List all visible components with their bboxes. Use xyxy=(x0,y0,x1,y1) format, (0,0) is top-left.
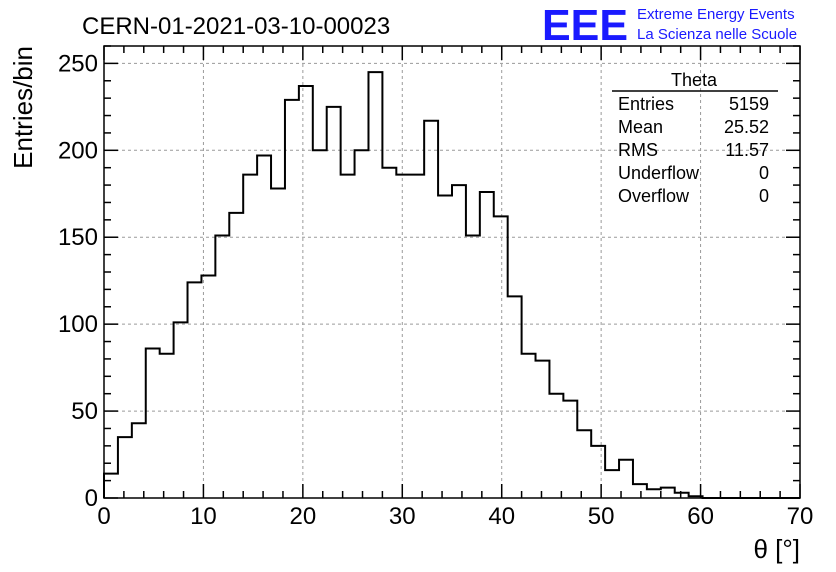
x-tick-label: 10 xyxy=(190,503,217,530)
histogram-bin xyxy=(605,470,619,498)
histogram-bin xyxy=(522,354,536,498)
x-tick-label: 20 xyxy=(290,503,317,530)
x-tick-label: 30 xyxy=(389,503,416,530)
histogram-bin xyxy=(647,489,661,498)
histogram-bin xyxy=(591,446,605,498)
eee-logo: EEE Extreme Energy Events La Scienza nel… xyxy=(542,1,797,50)
histogram-bin xyxy=(341,175,355,498)
histogram-bin xyxy=(661,488,675,498)
y-tick-label: 200 xyxy=(58,137,98,164)
histogram-bin xyxy=(549,394,563,498)
stats-value-underflow: 0 xyxy=(759,163,769,183)
chart-title: CERN-01-2021-03-10-00023 xyxy=(82,13,390,40)
histogram-bin xyxy=(382,168,396,498)
histogram-bin xyxy=(424,121,438,498)
histogram-bin xyxy=(452,185,466,498)
y-tick-label: 150 xyxy=(58,224,98,251)
histogram-bin xyxy=(104,474,118,498)
histogram-bin xyxy=(536,361,550,498)
stats-value-rms: 11.57 xyxy=(725,140,769,160)
histogram-bin xyxy=(410,175,424,498)
stats-label-overflow: Overflow xyxy=(618,186,690,206)
stats-label-entries: Entries xyxy=(618,94,674,114)
y-tick-label: 250 xyxy=(58,50,98,77)
histogram-bin xyxy=(299,86,313,498)
histogram-bin xyxy=(174,322,188,498)
histogram-bin xyxy=(396,175,410,498)
x-tick-label: 70 xyxy=(787,503,814,530)
histogram-bin xyxy=(243,175,257,498)
histogram-bin xyxy=(118,437,132,498)
stats-label-rms: RMS xyxy=(618,140,658,160)
x-tick-label: 50 xyxy=(588,503,615,530)
tick-labels: 0 10 20 30 40 50 60 70 0 50 100 150 200 250 xyxy=(58,50,813,530)
grid-lines xyxy=(104,46,800,498)
histogram-bin xyxy=(188,282,202,498)
y-tick-label: 50 xyxy=(71,398,98,425)
histogram-outline xyxy=(103,71,800,499)
histogram-bin xyxy=(285,100,299,498)
histogram-bin xyxy=(160,354,174,498)
histogram-bin xyxy=(132,423,146,498)
histogram-bin xyxy=(327,107,341,498)
histogram-bins xyxy=(104,72,703,498)
histogram-bin xyxy=(368,72,382,498)
histogram-bin xyxy=(508,296,522,498)
histogram-bin xyxy=(215,235,229,498)
y-tick-label: 0 xyxy=(85,485,98,512)
plot-frame xyxy=(103,45,801,499)
stats-value-mean: 25.52 xyxy=(724,117,769,137)
stats-label-underflow: Underflow xyxy=(618,163,700,183)
histogram-bin xyxy=(313,150,327,498)
x-tick-label: 40 xyxy=(488,503,515,530)
histogram-bin xyxy=(201,275,215,498)
logo-line-1: Extreme Energy Events xyxy=(637,6,795,23)
histogram-bin xyxy=(146,348,160,498)
stats-value-entries: 5159 xyxy=(729,94,769,114)
histogram-bin xyxy=(633,484,647,498)
histogram-bin xyxy=(494,216,508,498)
histogram-bin xyxy=(438,196,452,498)
x-tick-label: 60 xyxy=(687,503,714,530)
histogram-bin xyxy=(675,493,689,498)
histogram-bin xyxy=(577,430,591,498)
x-axis-label: θ [°] xyxy=(753,534,800,564)
y-axis-label: Entries/bin xyxy=(8,46,38,169)
stats-value-overflow: 0 xyxy=(759,186,769,206)
histogram-bin xyxy=(229,213,243,498)
histogram-bin xyxy=(480,192,494,498)
stats-label-mean: Mean xyxy=(618,117,663,137)
x-tick-label: 0 xyxy=(97,503,110,530)
histogram-bin xyxy=(355,150,369,498)
histogram-bin xyxy=(563,401,577,498)
histogram-bin xyxy=(466,235,480,498)
stats-box: Theta Entries 5159 Mean 25.52 RMS 11.57 … xyxy=(612,70,778,206)
logo-mark: EEE xyxy=(542,1,628,50)
histogram-bin xyxy=(257,156,271,498)
logo-line-2: La Scienza nelle Scuole xyxy=(637,26,797,43)
stats-title: Theta xyxy=(671,70,718,90)
histogram-bin xyxy=(271,189,285,498)
y-tick-label: 100 xyxy=(58,311,98,338)
